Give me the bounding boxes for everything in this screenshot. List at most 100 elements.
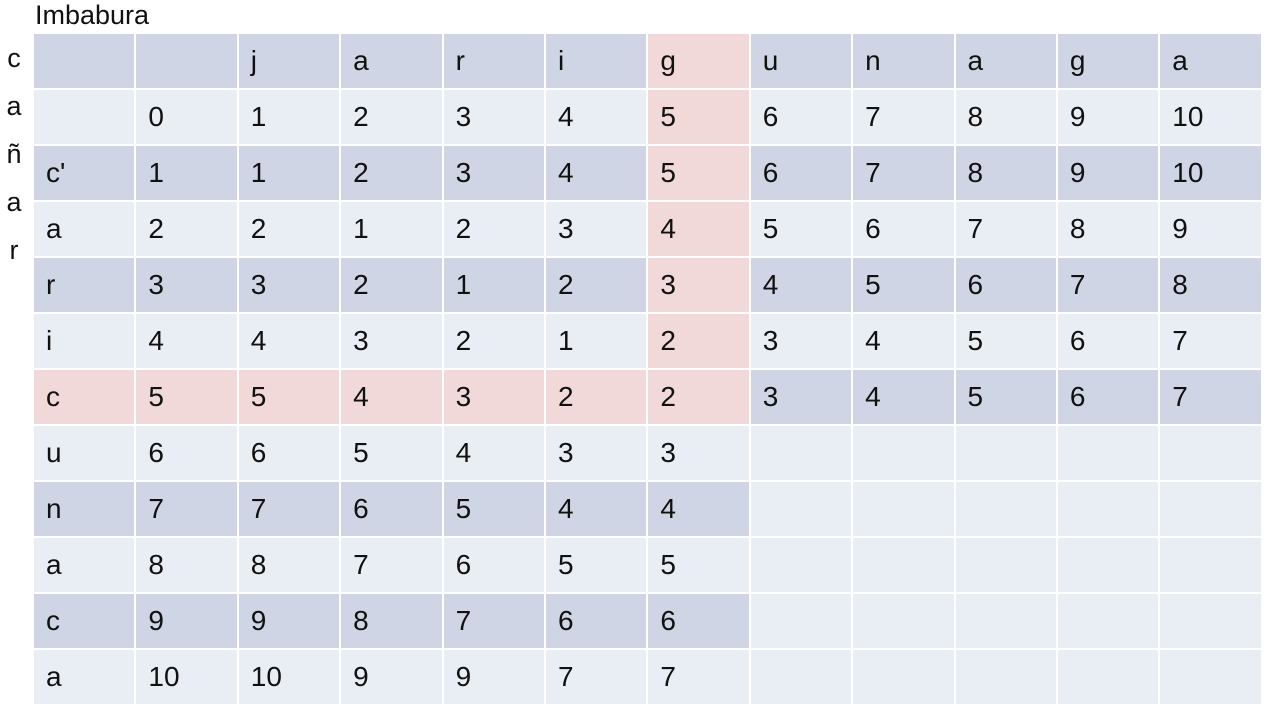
vertical-letter: r xyxy=(9,235,19,265)
table-cell: 5 xyxy=(853,258,956,314)
table-cell: 7 xyxy=(136,482,239,538)
table-cell xyxy=(955,482,1058,538)
table-cell: 2 xyxy=(443,314,546,370)
column-header-cell: g xyxy=(1057,34,1161,90)
vertical-letter: ñ xyxy=(6,139,22,169)
vertical-letter: a xyxy=(6,187,22,217)
table-cell: 7 xyxy=(545,650,649,706)
table-cell: 9 xyxy=(1057,146,1161,202)
table-cell: 3 xyxy=(648,258,751,314)
table-cell: 9 xyxy=(443,650,546,706)
table-cell: 4 xyxy=(545,482,649,538)
column-header-cell: a xyxy=(955,34,1058,90)
column-header-cell: j xyxy=(238,34,342,90)
table-cell: 7 xyxy=(648,650,751,706)
table-cell: 8 xyxy=(1057,202,1161,258)
table-cell: 8 xyxy=(341,594,444,650)
page-title: Imbabura xyxy=(35,0,150,30)
table-cell xyxy=(955,538,1058,594)
row-header-cell: c xyxy=(34,594,137,650)
table-cell: 5 xyxy=(136,370,239,426)
table-cell: 3 xyxy=(238,258,342,314)
table-cell: 3 xyxy=(750,370,854,426)
table-cell: 7 xyxy=(1160,314,1263,370)
table-cell: 6 xyxy=(955,258,1058,314)
column-header-cell: a xyxy=(1160,34,1263,90)
table-cell: 5 xyxy=(955,314,1058,370)
table-cell: 4 xyxy=(750,258,854,314)
table-cell: 0 xyxy=(136,90,239,146)
table-cell: 5 xyxy=(341,426,444,482)
column-header-cell xyxy=(34,34,137,90)
row-header-cell xyxy=(34,90,137,146)
table-cell: 7 xyxy=(955,202,1058,258)
table-cell: 4 xyxy=(648,202,751,258)
table-cell: 7 xyxy=(853,146,956,202)
column-header-cell: i xyxy=(545,34,649,90)
table-cell: 4 xyxy=(545,90,649,146)
table-cell: 1 xyxy=(136,146,239,202)
table-cell: 5 xyxy=(955,370,1058,426)
table-cell: 4 xyxy=(648,482,751,538)
table-cell: 4 xyxy=(443,426,546,482)
table-cell: 5 xyxy=(648,538,751,594)
table-cell: 10 xyxy=(238,650,342,706)
table-cell: 2 xyxy=(341,258,444,314)
table-cell xyxy=(853,650,956,706)
table-cell: 5 xyxy=(238,370,342,426)
row-header-cell: n xyxy=(34,482,137,538)
table-cell xyxy=(750,538,854,594)
edit-distance-table: j a r i g u n a g a 0 1 2 3 4 5 6 7 8 9 10 c' 1 1 2 3 4 5 6 7 8 9 10 a 2 2 1… xyxy=(34,34,1263,706)
row-header-cell: c' xyxy=(34,146,137,202)
table-cell: 6 xyxy=(545,594,649,650)
table-cell xyxy=(1057,482,1161,538)
table-cell: 3 xyxy=(136,258,239,314)
table-cell: 3 xyxy=(545,426,649,482)
table-cell xyxy=(750,650,854,706)
table-cell: 6 xyxy=(238,426,342,482)
table-cell: 6 xyxy=(750,146,854,202)
row-header-cell: r xyxy=(34,258,137,314)
row-header-cell: a xyxy=(34,202,137,258)
table-cell: 8 xyxy=(955,146,1058,202)
table-cell: 6 xyxy=(1057,370,1161,426)
table-cell: 3 xyxy=(443,146,546,202)
table-cell: 7 xyxy=(853,90,956,146)
table-cell: 6 xyxy=(750,90,854,146)
table-cell: 2 xyxy=(443,202,546,258)
column-header-cell: n xyxy=(853,34,956,90)
table-cell: 8 xyxy=(136,538,239,594)
table-cell xyxy=(955,594,1058,650)
table-cell: 3 xyxy=(648,426,751,482)
vertical-letter: c xyxy=(7,43,21,73)
table-cell: 9 xyxy=(238,594,342,650)
column-header-cell xyxy=(136,34,239,90)
table-cell: 7 xyxy=(443,594,546,650)
table-cell: 5 xyxy=(648,90,751,146)
table-cell: 2 xyxy=(341,146,444,202)
table-cell: 1 xyxy=(238,146,342,202)
vertical-word-label: c a ñ a r xyxy=(0,34,28,274)
table-cell: 4 xyxy=(238,314,342,370)
table-cell xyxy=(955,426,1058,482)
table-cell: 5 xyxy=(648,146,751,202)
table-cell: 9 xyxy=(1160,202,1263,258)
table-cell: 6 xyxy=(648,594,751,650)
table-cell: 6 xyxy=(443,538,546,594)
table-cell: 7 xyxy=(1057,258,1161,314)
table-cell: 1 xyxy=(545,314,649,370)
table-cell: 4 xyxy=(853,314,956,370)
row-header-cell: i xyxy=(34,314,137,370)
column-header-cell: g xyxy=(648,34,751,90)
table-cell xyxy=(955,650,1058,706)
table-cell: 3 xyxy=(341,314,444,370)
table-cell: 10 xyxy=(136,650,239,706)
column-header-cell: r xyxy=(443,34,546,90)
table-cell xyxy=(750,594,854,650)
row-header-cell: a xyxy=(34,538,137,594)
table-cell xyxy=(1160,650,1263,706)
table-cell: 5 xyxy=(545,538,649,594)
column-header-cell: a xyxy=(341,34,444,90)
table-cell xyxy=(1160,426,1263,482)
table-cell: 2 xyxy=(648,370,751,426)
